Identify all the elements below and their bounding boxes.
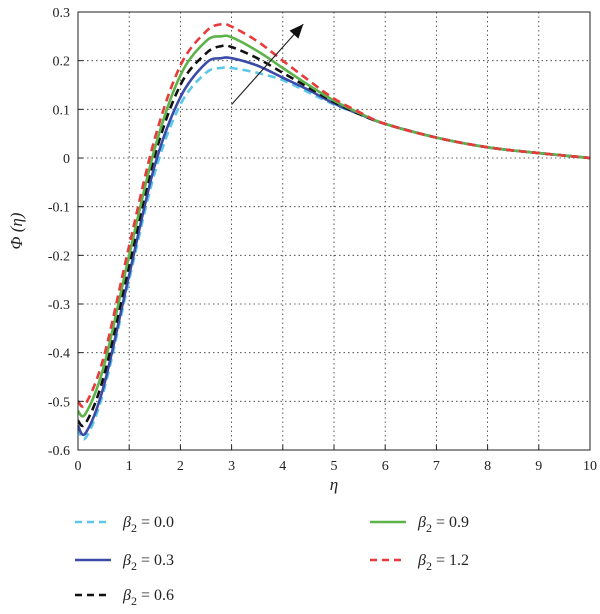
series-line-0 [76, 66, 591, 441]
series-layer [76, 22, 591, 441]
legend-entry-1: β2 = 0.3 [122, 552, 174, 573]
x-tick-label: 4 [279, 459, 286, 474]
x-tick-label: 3 [228, 459, 235, 474]
y-axis-label: Φ (η) [7, 212, 26, 249]
x-tick-label: 8 [484, 459, 491, 474]
x-tick-label: 1 [126, 459, 133, 474]
y-axis-ticks: 0.3 0.2 0.1 0 -0.1 -0.2 -0.3 -0.4 -0.5 -0.6 [48, 6, 83, 459]
arrow-head [289, 24, 304, 39]
x-tick-label: 5 [331, 459, 338, 474]
x-axis-ticks: 0 1 2 3 4 5 6 7 8 9 10 [75, 445, 597, 474]
legend-entry-3: β2 = 0.9 [417, 514, 469, 535]
legend-entry-4: β2 = 1.2 [417, 552, 469, 573]
x-tick-label: 2 [177, 459, 184, 474]
y-tick-label: -0.6 [48, 444, 70, 459]
x-tick-label: 7 [433, 459, 440, 474]
series-line-4 [77, 22, 591, 408]
y-tick-label: -0.3 [48, 298, 70, 313]
x-tick-label: 6 [382, 459, 389, 474]
y-tick-label: -0.2 [48, 249, 70, 264]
annotation-arrow [231, 23, 304, 105]
y-tick-label: 0 [63, 152, 70, 167]
x-tick-label: 0 [75, 459, 82, 474]
legend-entry-2: β2 = 0.6 [122, 587, 174, 608]
y-tick-label: -0.5 [48, 395, 70, 410]
y-tick-label: -0.4 [48, 347, 70, 362]
y-tick-label: 0.2 [53, 55, 71, 70]
legend: β2 = 0.0 β2 = 0.9 β2 = 0.3 β2 = 1.2 β2 = 0.6 [75, 514, 469, 608]
y-tick-label: 0.3 [53, 6, 71, 21]
plot-frame [77, 11, 591, 451]
x-tick-label: 10 [583, 459, 597, 474]
x-tick-label: 9 [535, 459, 542, 474]
y-tick-label: 0.1 [53, 103, 71, 118]
y-tick-label: -0.1 [48, 201, 70, 216]
legend-entry-0: β2 = 0.0 [122, 514, 174, 535]
grid [78, 12, 590, 450]
x-axis-label: η [330, 475, 338, 494]
arrow-shaft [231, 23, 304, 105]
